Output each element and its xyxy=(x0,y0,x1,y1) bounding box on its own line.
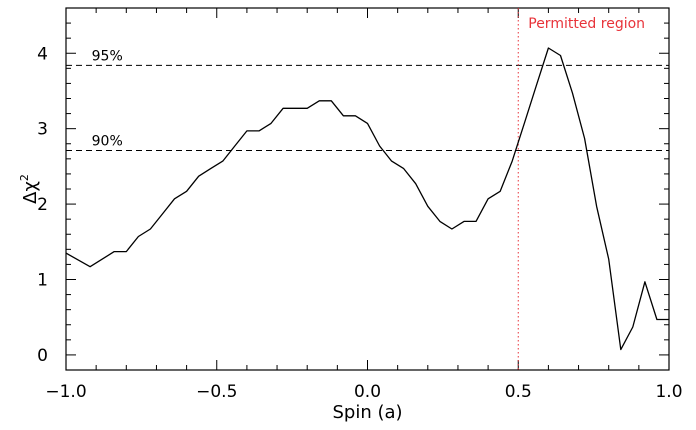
threshold-label: 90% xyxy=(92,134,123,150)
x-tick-label: 1.0 xyxy=(655,382,682,402)
x-axis-title: Spin (a) xyxy=(332,402,402,423)
threshold-label: 95% xyxy=(92,48,123,64)
y-tick-label: 0 xyxy=(37,346,48,366)
x-tick-label: −1.0 xyxy=(45,382,86,402)
permitted-region-label: Permitted region xyxy=(528,16,645,32)
plot-frame xyxy=(65,7,670,371)
y-tick-label: 4 xyxy=(37,44,48,64)
axis-ticks xyxy=(65,8,670,371)
tick-labels: −1.0 −0.5 0.0 0.5 1.0 0 1 2 3 4 xyxy=(37,44,682,402)
series-layer xyxy=(65,47,669,351)
x-tick-label: 0.5 xyxy=(505,382,532,402)
permitted-boundary: Permitted region xyxy=(517,8,645,370)
y-axis-title-main: Δχ xyxy=(20,181,41,204)
threshold-lines: 95% 90% xyxy=(66,48,669,152)
x-tick-label: 0.0 xyxy=(354,382,381,402)
x-tick-label: −0.5 xyxy=(196,382,237,402)
y-axis-title-superscript: 2 xyxy=(18,174,31,181)
y-tick-label: 1 xyxy=(37,271,48,291)
y-tick-label: 3 xyxy=(37,120,48,140)
delta-chi2-curve xyxy=(65,47,669,351)
y-tick-label: 2 xyxy=(37,195,48,215)
y-axis-title: Δχ2 xyxy=(18,174,41,204)
